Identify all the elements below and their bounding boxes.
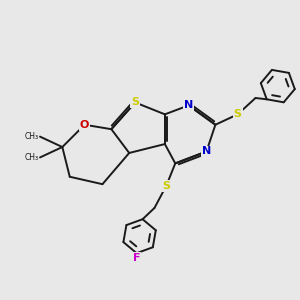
Text: O: O (80, 120, 89, 130)
Text: CH₃: CH₃ (24, 153, 38, 162)
Text: S: S (162, 181, 170, 191)
Text: S: S (234, 109, 242, 119)
Text: N: N (184, 100, 193, 110)
Text: N: N (202, 146, 211, 157)
Text: F: F (133, 253, 140, 262)
Text: S: S (131, 98, 139, 107)
Text: CH₃: CH₃ (24, 132, 38, 141)
